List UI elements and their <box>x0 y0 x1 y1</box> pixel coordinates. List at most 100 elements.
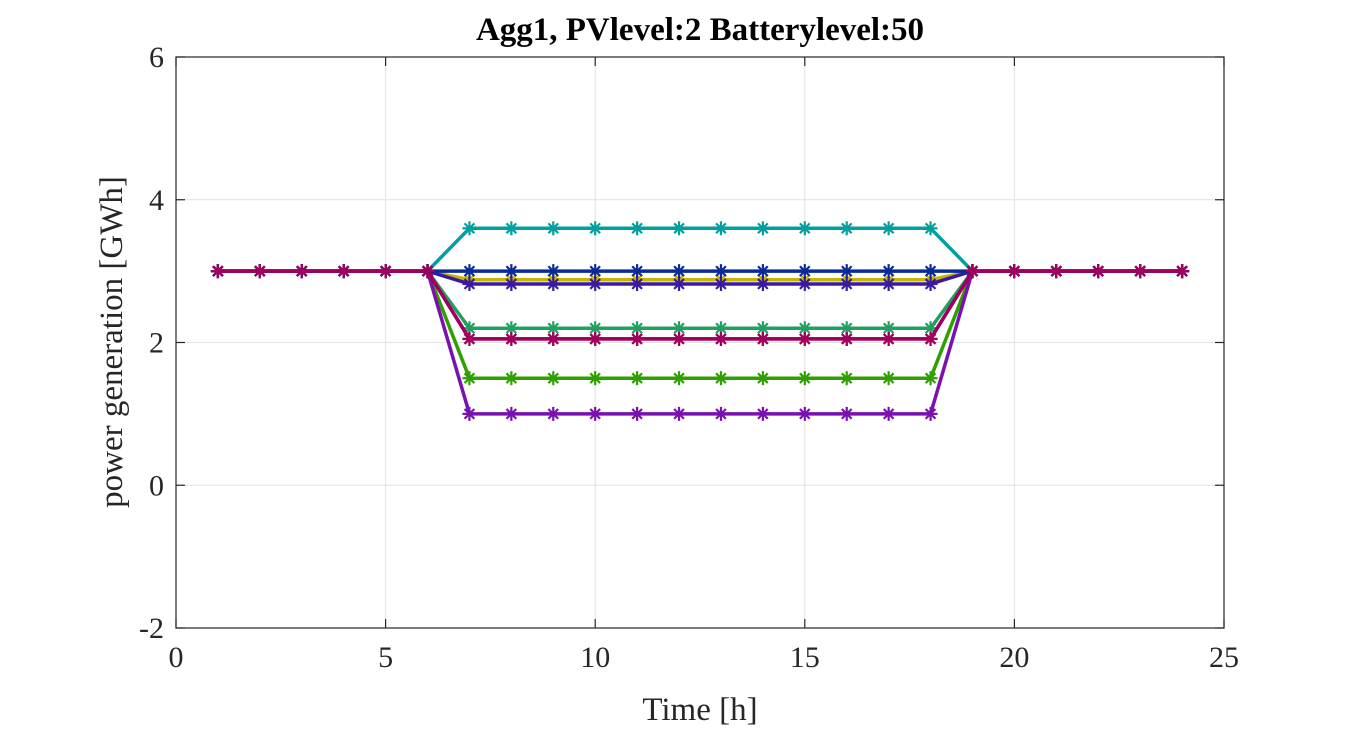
data-point <box>546 276 561 291</box>
data-point <box>1091 264 1106 279</box>
data-point <box>839 406 854 421</box>
data-point <box>797 221 812 236</box>
data-point <box>210 264 225 279</box>
data-point <box>923 406 938 421</box>
data-point <box>881 276 896 291</box>
data-point <box>588 276 603 291</box>
data-point <box>546 321 561 336</box>
data-point <box>839 264 854 279</box>
data-point <box>839 276 854 291</box>
series-layer <box>210 221 1190 421</box>
data-point <box>546 221 561 236</box>
data-point <box>588 264 603 279</box>
y-tick-label: 0 <box>149 469 164 502</box>
y-axis-label: power generation [GWh] <box>94 176 130 508</box>
data-point <box>588 371 603 386</box>
data-point <box>630 264 645 279</box>
data-point <box>672 371 687 386</box>
data-point <box>546 371 561 386</box>
data-point <box>546 331 561 346</box>
data-point <box>1007 264 1022 279</box>
x-tick-label: 20 <box>999 641 1029 674</box>
data-point <box>1049 264 1064 279</box>
series-9 <box>210 264 1190 346</box>
data-point <box>672 331 687 346</box>
data-point <box>504 221 519 236</box>
data-point <box>839 321 854 336</box>
data-point <box>1175 264 1190 279</box>
data-point <box>881 406 896 421</box>
chart-title: Agg1, PVlevel:2 Batterylevel:50 <box>476 12 924 48</box>
data-point <box>504 371 519 386</box>
data-point <box>713 264 728 279</box>
data-point <box>713 371 728 386</box>
data-point <box>630 221 645 236</box>
data-point <box>420 264 435 279</box>
data-point <box>755 221 770 236</box>
data-point <box>797 371 812 386</box>
data-point <box>504 264 519 279</box>
data-point <box>630 276 645 291</box>
data-point <box>923 276 938 291</box>
data-point <box>881 264 896 279</box>
data-point <box>881 331 896 346</box>
data-point <box>797 406 812 421</box>
data-point <box>672 221 687 236</box>
data-point <box>713 221 728 236</box>
data-point <box>588 221 603 236</box>
data-point <box>504 276 519 291</box>
data-point <box>713 406 728 421</box>
y-tick-label: 6 <box>149 41 164 74</box>
data-point <box>378 264 393 279</box>
data-point <box>755 371 770 386</box>
data-point <box>588 321 603 336</box>
data-point <box>797 331 812 346</box>
data-point <box>1133 264 1148 279</box>
data-point <box>546 406 561 421</box>
data-point <box>923 221 938 236</box>
data-point <box>755 276 770 291</box>
data-point <box>881 221 896 236</box>
data-point <box>965 264 980 279</box>
data-point <box>462 371 477 386</box>
data-point <box>797 264 812 279</box>
data-point <box>630 371 645 386</box>
data-point <box>923 371 938 386</box>
data-point <box>672 406 687 421</box>
data-point <box>462 221 477 236</box>
data-point <box>839 331 854 346</box>
data-point <box>630 331 645 346</box>
data-point <box>336 264 351 279</box>
data-point <box>923 331 938 346</box>
x-tick-label: 15 <box>790 641 820 674</box>
data-point <box>588 406 603 421</box>
data-point <box>797 276 812 291</box>
y-tick-label: 2 <box>149 327 164 360</box>
data-point <box>713 331 728 346</box>
x-axis-label: Time [h] <box>642 692 757 728</box>
data-point <box>294 264 309 279</box>
data-point <box>881 371 896 386</box>
data-point <box>630 406 645 421</box>
data-point <box>588 331 603 346</box>
data-point <box>462 264 477 279</box>
data-point <box>462 276 477 291</box>
data-point <box>462 331 477 346</box>
x-tick-label: 0 <box>169 641 184 674</box>
data-point <box>881 321 896 336</box>
data-point <box>504 331 519 346</box>
data-point <box>755 264 770 279</box>
data-point <box>672 276 687 291</box>
data-point <box>504 406 519 421</box>
data-point <box>462 406 477 421</box>
data-point <box>252 264 267 279</box>
data-point <box>839 371 854 386</box>
data-point <box>755 406 770 421</box>
y-tick-label: -2 <box>139 612 164 645</box>
data-point <box>755 331 770 346</box>
data-point <box>672 264 687 279</box>
data-point <box>546 264 561 279</box>
